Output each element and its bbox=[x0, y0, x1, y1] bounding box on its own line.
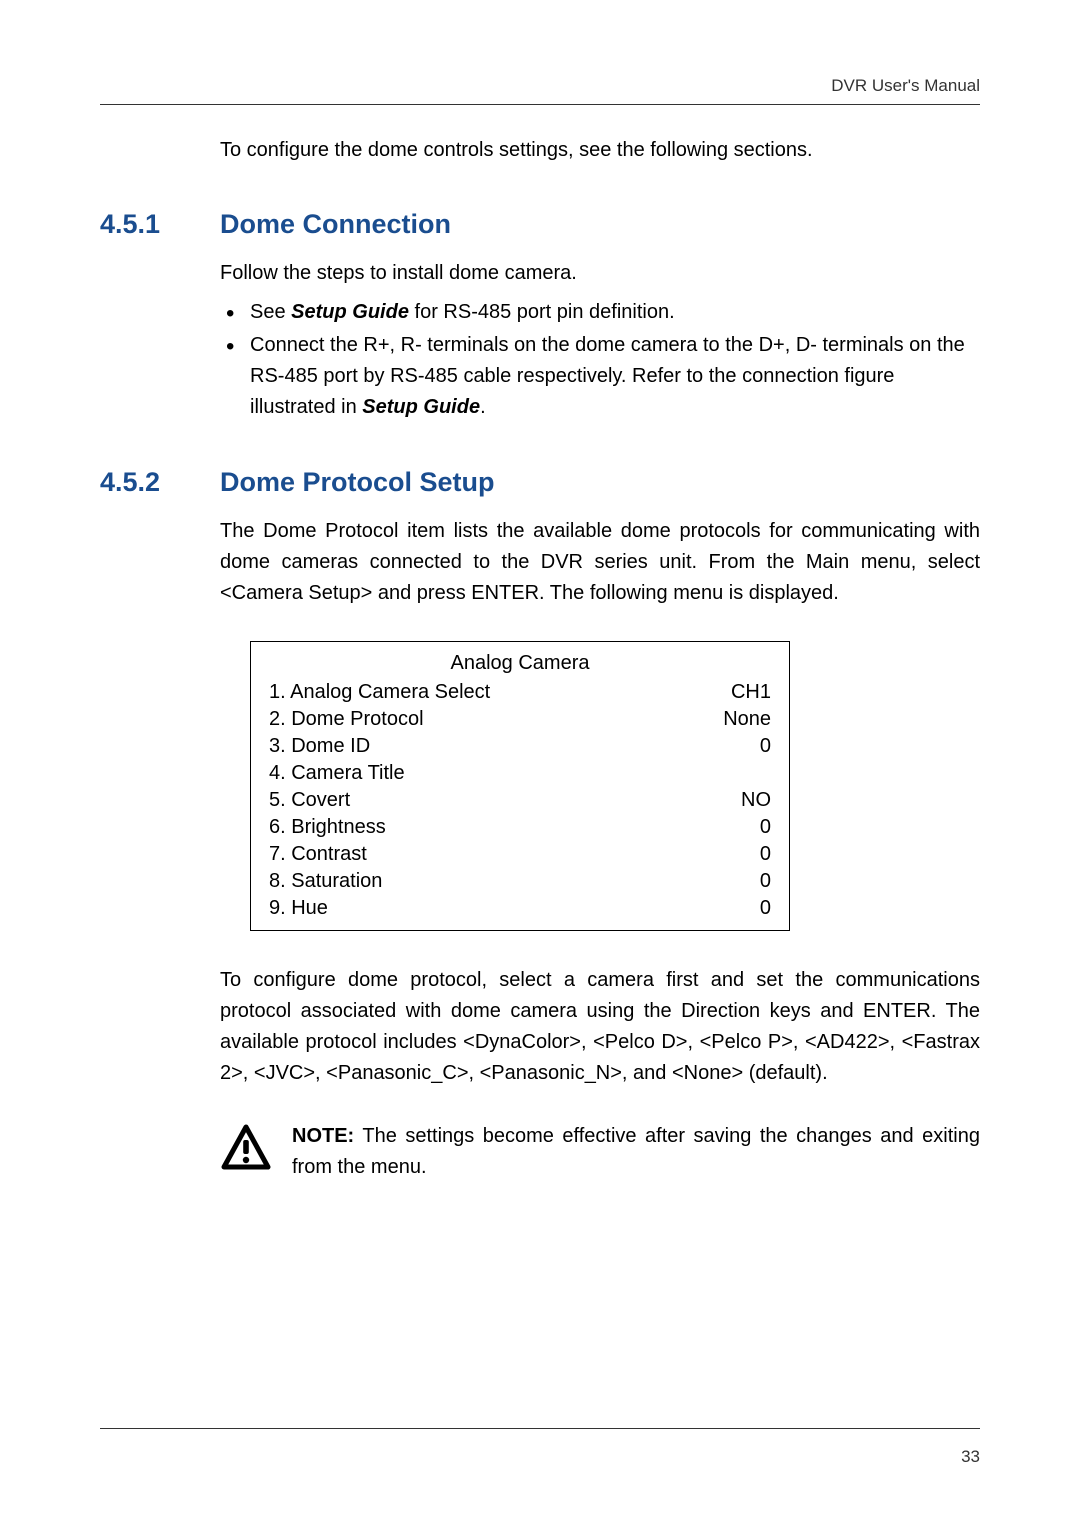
page-number: 33 bbox=[961, 1447, 980, 1466]
menu-label: 5. Covert bbox=[269, 787, 350, 814]
menu-value: 0 bbox=[760, 733, 771, 760]
menu-row-1: 1. Analog Camera Select CH1 bbox=[269, 679, 771, 706]
menu-row-9: 9. Hue 0 bbox=[269, 895, 771, 922]
intro-paragraph: To configure the dome controls settings,… bbox=[220, 135, 980, 165]
note-text: NOTE: The settings become effective afte… bbox=[292, 1121, 980, 1183]
menu-row-8: 8. Saturation 0 bbox=[269, 868, 771, 895]
note-body: The settings become effective after savi… bbox=[292, 1125, 980, 1178]
section2-intro: The Dome Protocol item lists the availab… bbox=[220, 516, 980, 609]
menu-label: 1. Analog Camera Select bbox=[269, 679, 490, 706]
menu-value: 0 bbox=[760, 895, 771, 922]
menu-label: 3. Dome ID bbox=[269, 733, 370, 760]
bullet2-bold: Setup Guide bbox=[362, 396, 480, 418]
bullet-item-2: Connect the R+, R- terminals on the dome… bbox=[220, 330, 980, 423]
section-number: 4.5.1 bbox=[100, 209, 220, 240]
section2-post: To configure dome protocol, select a cam… bbox=[220, 965, 980, 1089]
menu-box: Analog Camera 1. Analog Camera Select CH… bbox=[250, 641, 790, 931]
menu-label: 6. Brightness bbox=[269, 814, 386, 841]
menu-value: CH1 bbox=[731, 679, 771, 706]
bullet-list: See Setup Guide for RS-485 port pin defi… bbox=[220, 297, 980, 423]
menu-row-3: 3. Dome ID 0 bbox=[269, 733, 771, 760]
note-block: NOTE: The settings become effective afte… bbox=[220, 1121, 980, 1183]
menu-row-6: 6. Brightness 0 bbox=[269, 814, 771, 841]
menu-title: Analog Camera bbox=[269, 652, 771, 675]
note-label: NOTE: bbox=[292, 1125, 354, 1147]
section-heading-451: 4.5.1 Dome Connection bbox=[100, 209, 980, 240]
section-heading-452: 4.5.2 Dome Protocol Setup bbox=[100, 467, 980, 498]
bullet2-pre: Connect the R+, R- terminals on the dome… bbox=[250, 334, 965, 418]
bullet1-pre: See bbox=[250, 301, 291, 323]
header-title: DVR User's Manual bbox=[100, 76, 980, 105]
section1-intro: Follow the steps to install dome camera. bbox=[220, 258, 980, 289]
bullet2-post: . bbox=[480, 396, 486, 418]
menu-value: 0 bbox=[760, 841, 771, 868]
warning-icon bbox=[220, 1123, 272, 1171]
section-number: 4.5.2 bbox=[100, 467, 220, 498]
section-title: Dome Protocol Setup bbox=[220, 467, 495, 498]
menu-row-5: 5. Covert NO bbox=[269, 787, 771, 814]
menu-label: 9. Hue bbox=[269, 895, 328, 922]
footer: 33 bbox=[100, 1428, 980, 1467]
menu-value: 0 bbox=[760, 814, 771, 841]
menu-row-4: 4. Camera Title bbox=[269, 760, 771, 787]
menu-label: 4. Camera Title bbox=[269, 760, 405, 787]
bullet1-post: for RS-485 port pin definition. bbox=[409, 301, 675, 323]
menu-value: None bbox=[723, 706, 771, 733]
menu-label: 7. Contrast bbox=[269, 841, 367, 868]
page-content: DVR User's Manual To configure the dome … bbox=[0, 0, 1080, 1243]
menu-value: NO bbox=[741, 787, 771, 814]
bullet-item-1: See Setup Guide for RS-485 port pin defi… bbox=[220, 297, 980, 328]
section-title: Dome Connection bbox=[220, 209, 451, 240]
menu-row-2: 2. Dome Protocol None bbox=[269, 706, 771, 733]
menu-label: 8. Saturation bbox=[269, 868, 382, 895]
bullet1-bold: Setup Guide bbox=[291, 301, 409, 323]
menu-label: 2. Dome Protocol bbox=[269, 706, 424, 733]
menu-row-7: 7. Contrast 0 bbox=[269, 841, 771, 868]
menu-value: 0 bbox=[760, 868, 771, 895]
